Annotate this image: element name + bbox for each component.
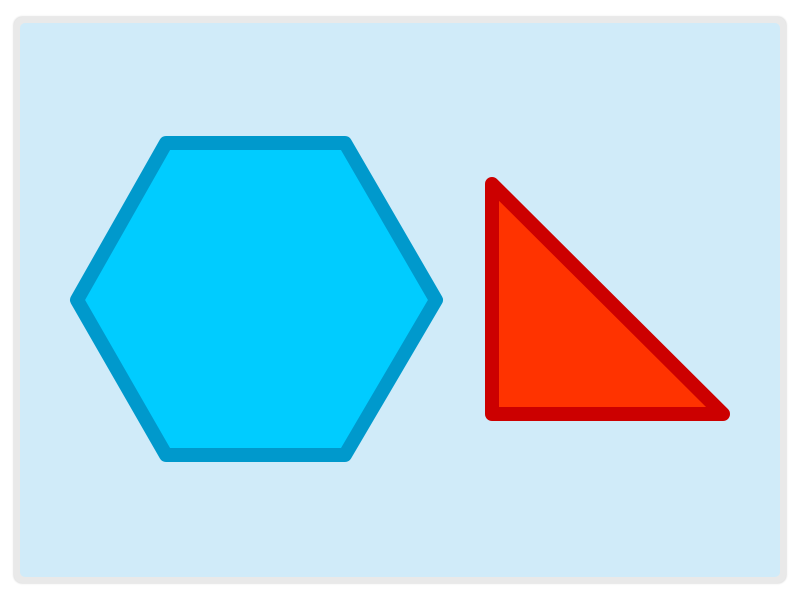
- right-triangle-shape: [485, 177, 730, 421]
- hexagon-shape: [70, 136, 443, 462]
